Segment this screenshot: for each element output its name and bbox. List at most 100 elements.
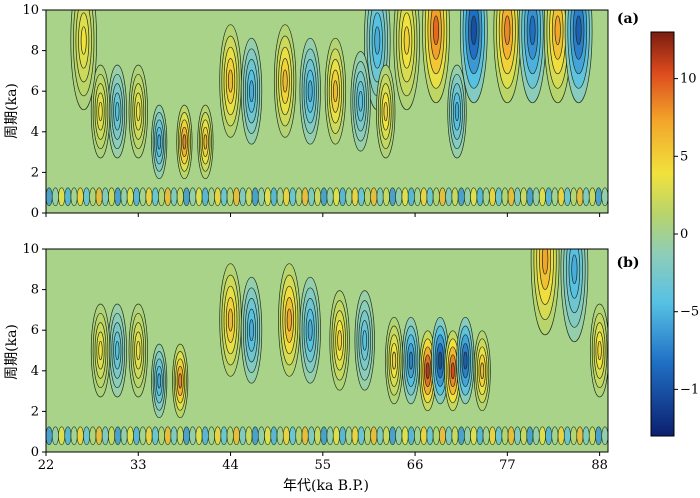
noise-cell [470,426,478,446]
noise-cell [407,426,415,446]
contour-level [575,15,582,46]
noise-cell [495,426,503,446]
noise-cell [307,187,315,207]
noise-cell [389,426,397,446]
noise-cell [563,426,571,446]
feature-blob [107,303,127,398]
noise-cell [545,426,553,446]
noise-cell [301,426,309,446]
noise-cell [245,187,253,207]
noise-cell [95,426,103,446]
y-tick-label: 8 [31,44,39,59]
noise-cell [401,187,409,207]
feature-blob [240,276,263,384]
noise-cell [89,426,97,446]
noise-cell [601,426,608,446]
noise-cell [95,187,103,207]
noise-cell [326,426,334,446]
contour-level [374,26,381,55]
noise-cell [270,187,278,207]
noise-cell [488,187,496,207]
contour-level [337,330,342,351]
noise-cell [307,426,315,446]
y-tick-label: 0 [31,445,39,460]
noise-cell [551,426,559,446]
noise-cell [114,426,122,446]
noise-cell [64,426,72,446]
feature-blob [530,249,560,336]
y-tick-label: 8 [31,283,39,298]
noise-cell [64,187,72,207]
noise-cell [151,187,159,207]
noise-cell [101,187,109,207]
contour-level [178,373,183,389]
noise-cell [382,187,390,207]
contour-level [504,15,511,46]
feature-blob [493,10,522,104]
noise-cell [226,426,234,446]
noise-cell [557,187,565,207]
noise-cell [239,426,247,446]
noise-cell [351,426,359,446]
noise-cell [463,187,471,207]
colorbar-tick-label: −5 [680,305,699,320]
feature-blob [70,10,97,111]
noise-cell [195,187,203,207]
panel-a: 0 2 4 6 8 10 (a) 周期(ka) [4,3,639,221]
noise-cell [201,187,209,207]
feature-blob [473,330,491,412]
noise-cell [395,187,403,207]
noise-cell [457,187,465,207]
contour-level [286,308,292,332]
noise-cell [407,187,415,207]
noise-cell [183,426,191,446]
contour-level [408,351,413,370]
noise-cell [201,426,209,446]
panel-b-ylabel: 周期(ka) [4,324,20,380]
noise-cell [51,426,59,446]
feature-blob [329,290,350,391]
x-tick-label: 88 [591,458,608,473]
noise-cell [351,187,359,207]
noise-cell [83,426,91,446]
noise-cell [488,426,496,446]
panel-a-ticks: 0 2 4 6 8 10 [22,3,601,221]
contour-level [383,101,388,122]
noise-cell [208,426,216,446]
feature-blob [197,104,214,180]
y-tick-label: 10 [22,3,39,18]
contour-level [392,351,397,370]
noise-cell [420,426,428,446]
noise-cell [520,187,528,207]
feature-blob [219,263,242,377]
noise-cell [220,187,228,207]
panel-a-ylabel: 周期(ka) [4,83,20,139]
panel-b-ticks: 0 2 4 6 8 10 22 33 44 55 66 77 88 [22,242,607,473]
noise-cell [445,187,453,207]
noise-cell [276,187,284,207]
noise-cell [582,187,590,207]
contour-level [332,80,338,103]
y-tick-label: 2 [31,404,39,419]
noise-cell [320,426,328,446]
noise-cell [376,187,384,207]
noise-cell [257,426,265,446]
noise-cell [120,187,128,207]
feature-blob [299,37,321,145]
noise-cell [332,187,340,207]
noise-cell [370,426,378,446]
y-tick-label: 4 [31,125,39,140]
noise-cell [588,187,596,207]
noise-cell [46,426,53,446]
noise-cell [264,187,272,207]
noise-cell [83,187,91,207]
noise-cell [345,426,353,446]
feature-blob [172,343,189,419]
feature-blob [422,10,450,104]
contour-level [115,101,120,122]
noise-cell [576,187,584,207]
noise-cell [413,426,421,446]
panel-b-frame [45,248,609,453]
noise-cell [339,187,347,207]
noise-cell [451,426,459,446]
